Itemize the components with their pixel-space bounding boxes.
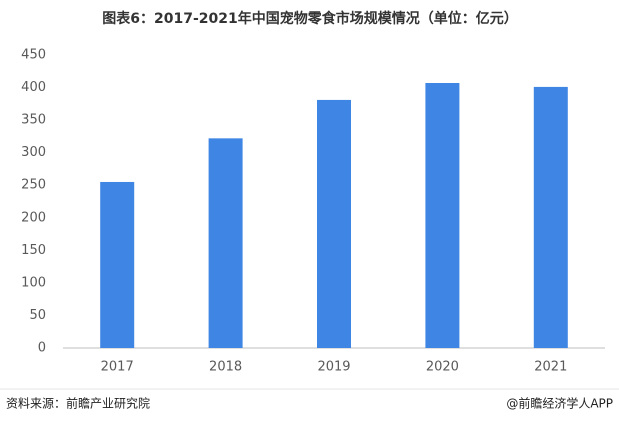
y-tick-label: 400 <box>21 80 46 95</box>
y-tick-label: 300 <box>21 145 46 160</box>
x-tick-label: 2017 <box>101 360 134 375</box>
y-tick-label: 50 <box>29 308 46 323</box>
y-tick-label: 0 <box>38 341 46 356</box>
y-tick-label: 100 <box>21 275 46 290</box>
y-tick-label: 200 <box>21 210 46 225</box>
chart-title: 图表6：2017-2021年中国宠物零食市场规模情况（单位：亿元） <box>102 10 517 27</box>
x-tick-label: 2018 <box>209 360 242 375</box>
bar <box>317 99 351 348</box>
credit: @前瞻经济学人APP <box>506 396 613 411</box>
x-tick-label: 2019 <box>317 360 350 375</box>
bar <box>425 82 460 349</box>
y-tick-label: 450 <box>21 48 46 63</box>
bar <box>208 138 243 348</box>
bar <box>100 181 135 348</box>
bar <box>533 86 568 348</box>
y-tick-label: 350 <box>21 113 46 128</box>
x-tick-label: 2020 <box>426 360 459 375</box>
y-tick-label: 150 <box>21 243 46 258</box>
x-tick-label: 2021 <box>534 360 567 375</box>
source: 资料来源：前瞻产业研究院 <box>6 396 150 411</box>
y-tick-label: 250 <box>21 178 46 193</box>
